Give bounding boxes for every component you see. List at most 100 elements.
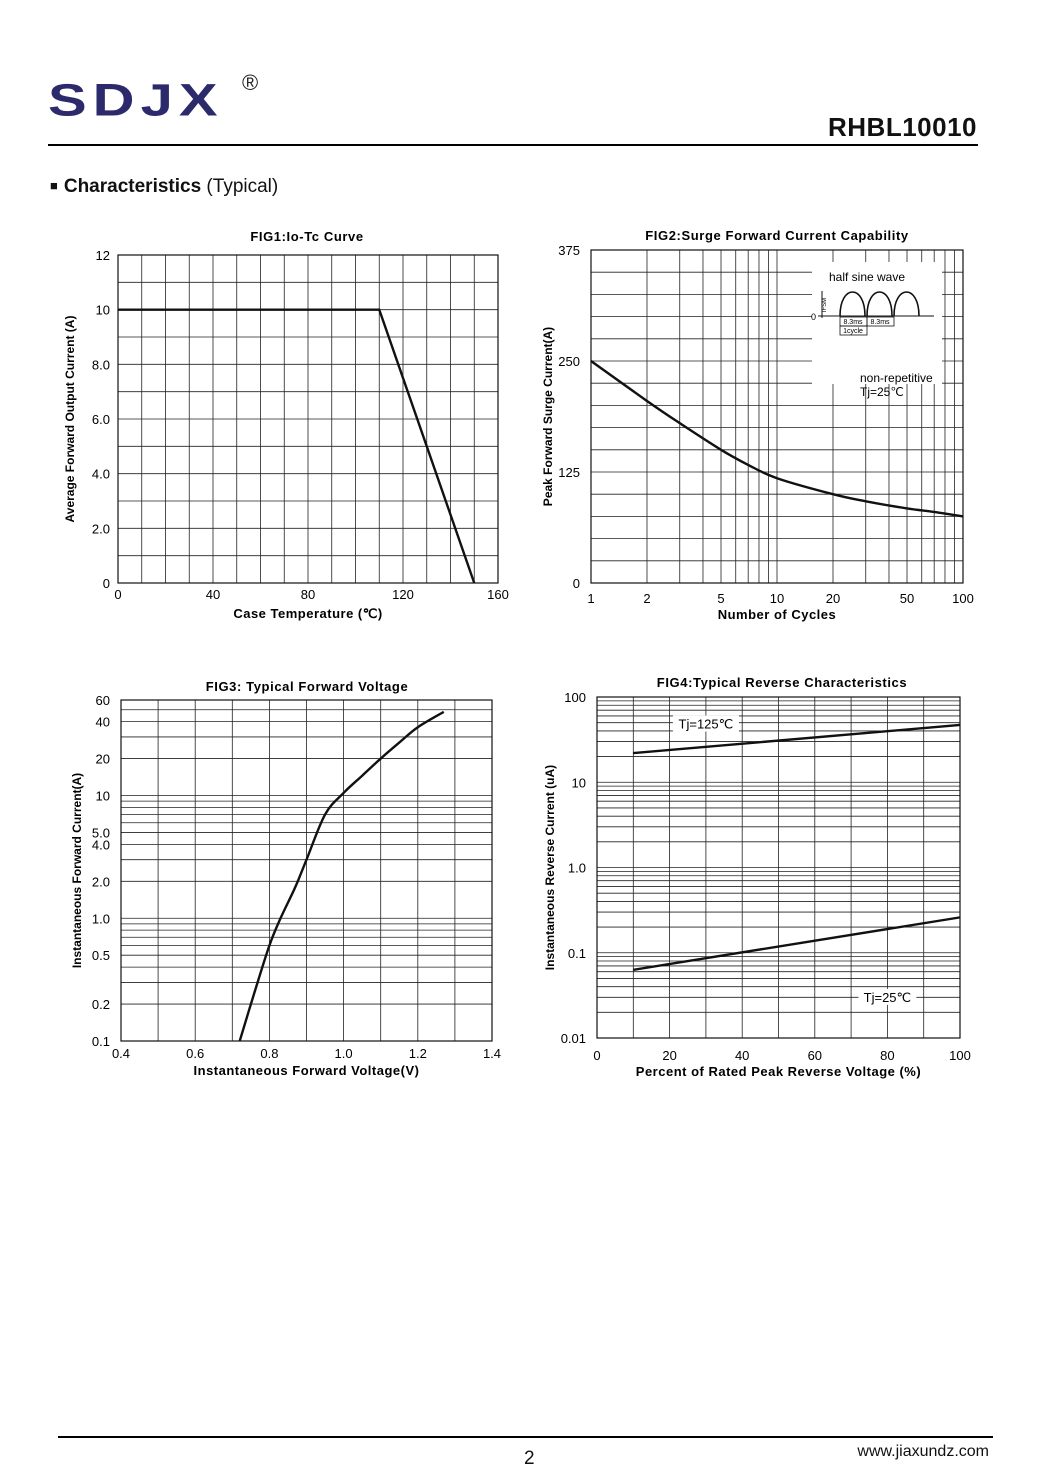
y-tick-label: 8.0 bbox=[92, 357, 110, 372]
fig3-title: FIG3: Typical Forward Voltage bbox=[206, 679, 409, 694]
fig2-series-line bbox=[590, 360, 964, 518]
x-tick-label: 100 bbox=[949, 1048, 971, 1063]
series-label-bg bbox=[858, 988, 917, 1005]
x-tick-label: 1.0 bbox=[335, 1046, 353, 1061]
y-tick-label: 6.0 bbox=[92, 412, 110, 427]
header-divider bbox=[48, 144, 978, 146]
series-label-bg bbox=[672, 715, 739, 732]
half-sine-arch bbox=[839, 291, 866, 317]
square-bullet-icon: ■ bbox=[50, 178, 58, 193]
x-tick-label: 40 bbox=[206, 587, 220, 602]
fig4-chart: FIG4:Typical Reverse Characteristics Perc… bbox=[543, 675, 971, 1079]
x-tick-label: 10 bbox=[770, 591, 784, 606]
y-tick-label: 2.0 bbox=[92, 874, 110, 889]
section-heading: ■ Characteristics (Typical) bbox=[50, 176, 278, 198]
y-tick-label: 4.0 bbox=[92, 467, 110, 482]
website-url: www.jiaxundz.com bbox=[857, 1443, 989, 1460]
fig3-plot-frame bbox=[120, 699, 493, 1042]
inset-note-tj: Tj=25℃ bbox=[860, 385, 904, 399]
x-tick-label: 1 bbox=[587, 591, 594, 606]
fig1-grid bbox=[117, 254, 499, 584]
inset-ifsm-label: IFSM bbox=[822, 298, 828, 312]
waveform-inset: half sine wave 0 IFSM 8.3ms 8.3ms 1cycle bbox=[811, 262, 942, 384]
y-tick-label: 2.0 bbox=[92, 521, 110, 536]
x-tick-label: 0.4 bbox=[112, 1046, 130, 1061]
fig2-chart: FIG2:Surge Forward Current Capability Num… bbox=[541, 228, 974, 622]
x-tick-label: 20 bbox=[662, 1048, 676, 1063]
x-tick-label: 40 bbox=[735, 1048, 749, 1063]
charts-canvas: FIG1:Io-Tc Curve Case Temperature (℃) Aver… bbox=[63, 228, 974, 1079]
y-tick-label: 0 bbox=[573, 576, 580, 591]
half-sine-arch bbox=[866, 291, 893, 317]
y-tick-label: 0 bbox=[103, 576, 110, 591]
x-tick-label: 2 bbox=[643, 591, 650, 606]
x-tick-label: 0.6 bbox=[186, 1046, 204, 1061]
fig1-x-axis-label: Case Temperature (℃) bbox=[233, 606, 382, 621]
y-tick-label: 60 bbox=[96, 693, 110, 708]
inset-period-label: 8.3ms bbox=[870, 319, 890, 326]
y-tick-label: 20 bbox=[96, 752, 110, 767]
fig4-series-line bbox=[633, 723, 961, 755]
fig4-title: FIG4:Typical Reverse Characteristics bbox=[657, 675, 907, 690]
fig4-y-axis-label: Instantaneous Reverse Current (uA) bbox=[543, 765, 557, 970]
y-tick-label: 10 bbox=[96, 303, 110, 318]
y-tick-label: 1.0 bbox=[92, 911, 110, 926]
fig4-series-line bbox=[633, 916, 961, 972]
fig2-title: FIG2:Surge Forward Current Capability bbox=[645, 228, 909, 243]
inset-title: half sine wave bbox=[829, 270, 905, 284]
x-tick-label: 5 bbox=[717, 591, 724, 606]
x-tick-label: 100 bbox=[952, 591, 974, 606]
series-label-tj125: Tj=125℃ bbox=[679, 717, 734, 732]
inset-note-nonrepetitive: non-repetitive bbox=[860, 371, 933, 385]
x-tick-label: 60 bbox=[808, 1048, 822, 1063]
section-title-rest: (Typical) bbox=[201, 176, 279, 197]
inset-period-label: 8.3ms bbox=[843, 319, 863, 326]
fig1-title: FIG1:Io-Tc Curve bbox=[250, 229, 363, 244]
x-tick-label: 0 bbox=[114, 587, 121, 602]
x-tick-label: 1.2 bbox=[409, 1046, 427, 1061]
inset-cycle-label: 1cycle bbox=[843, 328, 863, 335]
y-tick-label: 125 bbox=[558, 465, 580, 480]
y-tick-label: 250 bbox=[558, 354, 580, 369]
x-tick-label: 50 bbox=[900, 591, 914, 606]
fig4-plot-frame bbox=[596, 696, 961, 1039]
y-tick-label: 0.1 bbox=[92, 1034, 110, 1049]
x-tick-label: 80 bbox=[301, 587, 315, 602]
y-tick-label: 375 bbox=[558, 243, 580, 258]
inset-background bbox=[812, 262, 942, 384]
footer-divider bbox=[58, 1436, 993, 1438]
fig3-y-axis-label: Instantaneous Forward Current(A) bbox=[70, 773, 84, 968]
y-tick-label: 40 bbox=[96, 715, 110, 730]
part-number: RHBL10010 bbox=[827, 112, 977, 142]
x-tick-label: 0.8 bbox=[260, 1046, 278, 1061]
fig3-grid bbox=[120, 699, 493, 1042]
timing-box bbox=[839, 325, 868, 336]
page-number: 2 bbox=[524, 1448, 535, 1469]
fig1-series-line bbox=[118, 308, 476, 584]
registered-trademark-mark: ® bbox=[242, 70, 259, 95]
brand-logo: SDJX bbox=[48, 74, 224, 126]
y-tick-label: 0.5 bbox=[92, 948, 110, 963]
x-tick-label: 80 bbox=[880, 1048, 894, 1063]
fig1-y-axis-label: Average Forward Output Current (A) bbox=[63, 316, 77, 523]
x-tick-label: 1.4 bbox=[483, 1046, 501, 1061]
fig4-grid bbox=[596, 696, 961, 1039]
y-tick-label: 5.0 bbox=[92, 825, 110, 840]
y-tick-label: 1.0 bbox=[568, 861, 586, 876]
y-tick-label: 100 bbox=[564, 690, 586, 705]
x-tick-label: 20 bbox=[826, 591, 840, 606]
fig3-x-axis-label: Instantaneous Forward Voltage(V) bbox=[194, 1063, 420, 1078]
fig1-chart: FIG1:Io-Tc Curve Case Temperature (℃) Aver… bbox=[63, 229, 509, 621]
y-tick-label: 0.2 bbox=[92, 997, 110, 1012]
fig3-series-line bbox=[238, 710, 445, 1042]
y-tick-label: 10 bbox=[572, 775, 586, 790]
timing-box bbox=[866, 316, 895, 327]
x-tick-label: 160 bbox=[487, 587, 509, 602]
fig1-plot-frame bbox=[117, 254, 499, 584]
inset-zero-label: 0 bbox=[811, 312, 816, 322]
series-label-tj25: Tj=25℃ bbox=[864, 990, 911, 1005]
y-tick-label: 0.01 bbox=[561, 1031, 586, 1046]
y-tick-label: 12 bbox=[96, 248, 110, 263]
x-tick-label: 0 bbox=[593, 1048, 600, 1063]
section-title-bold: Characteristics bbox=[63, 176, 202, 197]
